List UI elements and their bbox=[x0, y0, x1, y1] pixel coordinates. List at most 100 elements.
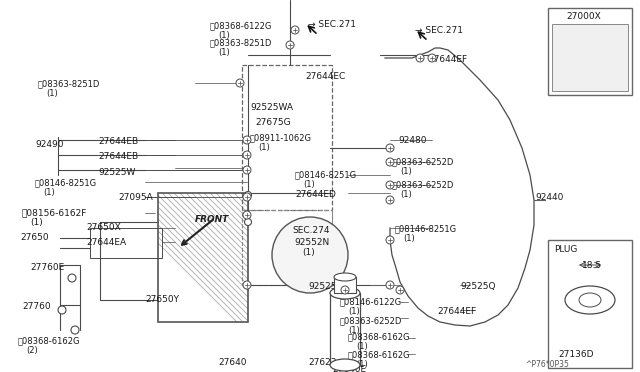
Text: 27623: 27623 bbox=[308, 358, 337, 367]
Text: (1): (1) bbox=[348, 307, 360, 316]
Text: (1): (1) bbox=[403, 234, 415, 243]
Circle shape bbox=[244, 218, 252, 225]
Ellipse shape bbox=[330, 287, 360, 299]
Bar bbox=[90, 228, 162, 258]
Text: Ⓑ08146-8251G: Ⓑ08146-8251G bbox=[295, 170, 357, 179]
Circle shape bbox=[386, 196, 394, 204]
Text: 92525W: 92525W bbox=[98, 168, 136, 177]
Text: 27000X: 27000X bbox=[566, 12, 601, 21]
Text: (1): (1) bbox=[356, 360, 368, 369]
Text: (1): (1) bbox=[218, 48, 230, 57]
Circle shape bbox=[428, 54, 436, 62]
Circle shape bbox=[58, 306, 66, 314]
Bar bbox=[330, 293, 360, 365]
Text: Ⓢ08363-8251D: Ⓢ08363-8251D bbox=[38, 79, 100, 88]
Ellipse shape bbox=[579, 293, 601, 307]
Text: FRONT: FRONT bbox=[195, 215, 229, 224]
Circle shape bbox=[68, 274, 76, 282]
Text: 27640: 27640 bbox=[218, 358, 246, 367]
Ellipse shape bbox=[565, 286, 615, 314]
Text: Ⓢ08368-6162G: Ⓢ08368-6162G bbox=[18, 336, 81, 345]
Text: Ⓢ08363-8251D: Ⓢ08363-8251D bbox=[210, 38, 273, 47]
Circle shape bbox=[386, 236, 394, 244]
Text: → SEC.271: → SEC.271 bbox=[308, 20, 356, 29]
Circle shape bbox=[291, 26, 299, 34]
Text: → SEC.271: → SEC.271 bbox=[415, 26, 463, 35]
Text: 92490: 92490 bbox=[35, 140, 63, 149]
Text: Ⓢ08368-6122G: Ⓢ08368-6122G bbox=[210, 21, 273, 30]
Circle shape bbox=[386, 281, 394, 289]
Circle shape bbox=[243, 136, 251, 144]
Text: PLUG: PLUG bbox=[554, 245, 577, 254]
Text: (1): (1) bbox=[218, 31, 230, 40]
Text: (1): (1) bbox=[400, 167, 412, 176]
Text: 27644EF: 27644EF bbox=[437, 307, 476, 316]
Text: 27644EC: 27644EC bbox=[305, 72, 345, 81]
Text: Ⓑ08146-6122G: Ⓑ08146-6122G bbox=[340, 297, 402, 306]
Text: ^P76*0P35: ^P76*0P35 bbox=[525, 360, 569, 369]
Circle shape bbox=[71, 326, 79, 334]
Circle shape bbox=[396, 286, 404, 294]
Text: 27644ED: 27644ED bbox=[295, 190, 336, 199]
Circle shape bbox=[243, 211, 251, 219]
Bar bbox=[334, 277, 356, 293]
Circle shape bbox=[386, 144, 394, 152]
Text: 27760E: 27760E bbox=[30, 263, 64, 272]
Circle shape bbox=[272, 217, 348, 293]
Text: 27650Y: 27650Y bbox=[145, 295, 179, 304]
Text: 92525WA: 92525WA bbox=[250, 103, 293, 112]
Text: Ⓑ08146-8251G: Ⓑ08146-8251G bbox=[35, 178, 97, 187]
Text: Ⓑ08146-8251G: Ⓑ08146-8251G bbox=[395, 224, 457, 233]
Text: (1): (1) bbox=[258, 143, 269, 152]
Text: (1): (1) bbox=[356, 342, 368, 351]
Text: 27650X: 27650X bbox=[86, 223, 121, 232]
Text: 92525Q: 92525Q bbox=[460, 282, 495, 291]
Text: (1): (1) bbox=[46, 89, 58, 98]
Text: Ⓢ08363-6252D: Ⓢ08363-6252D bbox=[392, 157, 454, 166]
Text: 27644EB: 27644EB bbox=[98, 137, 138, 146]
Text: Ⓝ08911-1062G: Ⓝ08911-1062G bbox=[250, 133, 312, 142]
Text: (1): (1) bbox=[30, 218, 43, 227]
Bar bbox=[552, 24, 628, 91]
Circle shape bbox=[416, 54, 424, 62]
Text: 27644EB: 27644EB bbox=[98, 152, 138, 161]
Bar bbox=[158, 193, 248, 322]
Text: 27640E: 27640E bbox=[332, 365, 366, 372]
Ellipse shape bbox=[330, 359, 360, 371]
Text: 92480: 92480 bbox=[398, 136, 426, 145]
Bar bbox=[242, 210, 332, 285]
Circle shape bbox=[386, 158, 394, 166]
Text: Ⓢ08368-6162G: Ⓢ08368-6162G bbox=[348, 350, 410, 359]
Circle shape bbox=[243, 281, 251, 289]
Text: (1): (1) bbox=[43, 188, 55, 197]
Text: Ⓢ08363-6252D: Ⓢ08363-6252D bbox=[392, 180, 454, 189]
Bar bbox=[548, 240, 632, 368]
Text: 92525R: 92525R bbox=[308, 282, 343, 291]
Circle shape bbox=[236, 79, 244, 87]
Text: Ⓢ08363-6252D: Ⓢ08363-6252D bbox=[340, 316, 403, 325]
Circle shape bbox=[243, 193, 251, 201]
Circle shape bbox=[243, 166, 251, 174]
Text: (1): (1) bbox=[348, 326, 360, 335]
Bar bbox=[242, 65, 332, 210]
Text: 27644EF: 27644EF bbox=[428, 55, 467, 64]
Text: 27650: 27650 bbox=[20, 233, 49, 242]
Text: Ⓑ08156-6162F: Ⓑ08156-6162F bbox=[22, 208, 88, 217]
Text: (1): (1) bbox=[303, 180, 315, 189]
Circle shape bbox=[386, 181, 394, 189]
Text: 92440: 92440 bbox=[535, 193, 563, 202]
Text: 92552N: 92552N bbox=[294, 238, 329, 247]
Ellipse shape bbox=[334, 273, 356, 281]
Circle shape bbox=[244, 192, 252, 199]
Text: 27095A: 27095A bbox=[118, 193, 153, 202]
Text: 27675G: 27675G bbox=[255, 118, 291, 127]
Text: 18.5: 18.5 bbox=[582, 261, 602, 270]
Text: (1): (1) bbox=[400, 190, 412, 199]
Circle shape bbox=[243, 151, 251, 159]
Text: 27760: 27760 bbox=[22, 302, 51, 311]
Text: 27136D: 27136D bbox=[558, 350, 593, 359]
Text: 27644EA: 27644EA bbox=[86, 238, 126, 247]
Text: SEC.274: SEC.274 bbox=[292, 226, 330, 235]
Circle shape bbox=[341, 286, 349, 294]
Bar bbox=[548, 8, 632, 95]
